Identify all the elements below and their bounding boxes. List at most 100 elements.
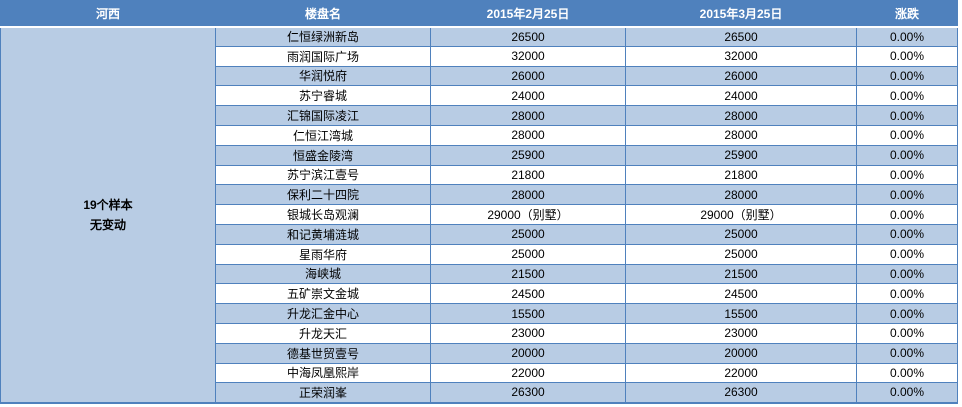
price-change-cell: 0.00% xyxy=(856,105,958,126)
price-feb-cell: 25000 xyxy=(430,243,626,265)
price-mar-cell: 21800 xyxy=(625,164,857,186)
region-summary-cell: 19个样本无变动 xyxy=(0,25,216,404)
price-change-cell: 0.00% xyxy=(856,26,958,47)
price-feb-cell: 26000 xyxy=(430,65,626,87)
price-feb-cell: 23000 xyxy=(430,322,626,344)
price-change-cell: 0.00% xyxy=(856,342,958,364)
price-change-cell: 0.00% xyxy=(856,223,958,245)
price-feb-cell: 29000（别墅） xyxy=(430,204,626,225)
project-name-cell: 仁恒绿洲新岛 xyxy=(215,26,431,47)
price-mar-cell: 24000 xyxy=(625,85,857,107)
price-feb-cell: 15500 xyxy=(430,303,626,324)
price-mar-cell: 20000 xyxy=(625,342,857,364)
table-row: 19个样本 无变动 仁恒绿洲新岛 26500 26500 0.00% xyxy=(0,25,958,404)
table-row: 雨润国际广场 32000 32000 0.00% xyxy=(1,45,958,67)
price-change-cell: 0.00% xyxy=(856,303,958,324)
price-feb-cell: 22000 xyxy=(430,362,626,384)
table-body: 19个样本 无变动 仁恒绿洲新岛 26500 26500 0.00% 雨润国际广场 32000… xyxy=(0,25,958,404)
price-mar-cell: 29000（别墅） xyxy=(625,204,857,225)
project-name-cell: 苏宁睿城 xyxy=(215,85,431,107)
price-feb-cell: 28000 xyxy=(430,124,626,146)
price-change-cell: 0.00% xyxy=(856,164,958,186)
price-change-cell: 0.00% xyxy=(856,243,958,265)
project-name-cell: 升龙汇金中心 xyxy=(215,303,431,324)
price-mar-cell: 28000 xyxy=(625,105,857,126)
project-name-cell: 苏宁滨江壹号 xyxy=(215,164,431,186)
header-project-name: 楼盘名 xyxy=(215,0,431,28)
project-name-cell: 银城长岛观澜 xyxy=(215,204,431,225)
price-change-cell: 0.00% xyxy=(856,263,958,285)
project-name-cell: 升龙天汇 xyxy=(215,322,431,344)
price-feb-cell: 32000 xyxy=(430,45,626,67)
project-name-cell: 中海凤凰熙岸 xyxy=(215,362,431,384)
price-mar-cell: 25900 xyxy=(625,144,857,166)
price-mar-cell: 25000 xyxy=(625,223,857,245)
price-change-cell: 0.00% xyxy=(856,204,958,225)
sample-count-label: 19个样本 xyxy=(83,197,133,212)
price-feb-cell: 24000 xyxy=(430,85,626,107)
project-name-cell: 恒盛金陵湾 xyxy=(215,144,431,166)
price-feb-cell: 21800 xyxy=(430,164,626,186)
price-feb-cell: 20000 xyxy=(430,342,626,364)
table-row: 中海凤凰熙岸 22000 22000 0.00% xyxy=(1,362,958,384)
table-row: 正荣润峯 26300 26300 0.00% xyxy=(1,382,958,404)
table-row: 苏宁睿城 24000 24000 0.00% xyxy=(1,85,958,107)
project-name-cell: 和记黄埔涟城 xyxy=(215,223,431,245)
change-status-label: 无变动 xyxy=(89,217,126,232)
price-mar-cell: 25000 xyxy=(625,243,857,265)
price-change-cell: 0.00% xyxy=(856,184,958,206)
project-name-cell: 仁恒江湾城 xyxy=(215,124,431,146)
price-feb-cell: 26500 xyxy=(430,26,626,47)
price-feb-cell: 26300 xyxy=(430,382,626,404)
price-mar-cell: 15500 xyxy=(625,303,857,324)
project-name-cell: 汇锦国际凌江 xyxy=(215,105,431,126)
project-name-cell: 星雨华府 xyxy=(215,243,431,265)
price-change-cell: 0.00% xyxy=(856,283,958,305)
price-change-cell: 0.00% xyxy=(856,322,958,344)
price-change-cell: 0.00% xyxy=(856,85,958,107)
price-mar-cell: 23000 xyxy=(625,322,857,344)
table-row: 苏宁滨江壹号 21800 21800 0.00% xyxy=(1,164,958,186)
price-change-cell: 0.00% xyxy=(856,362,958,384)
project-name-cell: 五矿崇文金城 xyxy=(215,283,431,305)
table-row: 银城长岛观澜 29000（别墅） 29000（别墅） 0.00% xyxy=(1,204,958,225)
table-row: 五矿崇文金城 24500 24500 0.00% xyxy=(1,283,958,305)
price-change-cell: 0.00% xyxy=(856,124,958,146)
price-feb-cell: 21500 xyxy=(430,263,626,285)
price-mar-cell: 24500 xyxy=(625,283,857,305)
table-row: 恒盛金陵湾 25900 25900 0.00% xyxy=(1,144,958,166)
table-row: 升龙天汇 23000 23000 0.00% xyxy=(1,322,958,344)
project-name-cell: 海峡城 xyxy=(215,263,431,285)
price-mar-cell: 26300 xyxy=(625,382,857,404)
header-date-feb: 2015年2月25日 xyxy=(430,0,626,28)
project-name-cell: 华润悦府 xyxy=(215,65,431,87)
price-change-cell: 0.00% xyxy=(856,65,958,87)
price-feb-cell: 28000 xyxy=(430,184,626,206)
price-feb-cell: 25000 xyxy=(430,223,626,245)
price-feb-cell: 24500 xyxy=(430,283,626,305)
table-row: 星雨华府 25000 25000 0.00% xyxy=(1,243,958,265)
project-name-cell: 正荣润峯 xyxy=(215,382,431,404)
table-row: 仁恒江湾城 28000 28000 0.00% xyxy=(1,124,958,146)
price-mar-cell: 32000 xyxy=(625,45,857,67)
price-feb-cell: 25900 xyxy=(430,144,626,166)
price-mar-cell: 26000 xyxy=(625,65,857,87)
table-row: 保利二十四院 28000 28000 0.00% xyxy=(1,184,958,206)
price-change-cell: 0.00% xyxy=(856,45,958,67)
price-mar-cell: 28000 xyxy=(625,124,857,146)
project-name-cell: 雨润国际广场 xyxy=(215,45,431,67)
price-feb-cell: 28000 xyxy=(430,105,626,126)
price-mar-cell: 22000 xyxy=(625,362,857,384)
price-change-cell: 0.00% xyxy=(856,144,958,166)
project-name-cell: 德基世贸壹号 xyxy=(215,342,431,364)
table-row: 和记黄埔涟城 25000 25000 0.00% xyxy=(1,223,958,245)
header-date-mar: 2015年3月25日 xyxy=(625,0,857,28)
header-change: 涨跌 xyxy=(856,0,958,28)
table-row: 升龙汇金中心 15500 15500 0.00% xyxy=(1,303,958,324)
table-row: 汇锦国际凌江 28000 28000 0.00% xyxy=(1,105,958,126)
price-mar-cell: 21500 xyxy=(625,263,857,285)
price-mar-cell: 26500 xyxy=(625,26,857,47)
header-row: 河西 楼盘名 2015年2月25日 2015年3月25日 涨跌 xyxy=(0,0,958,28)
